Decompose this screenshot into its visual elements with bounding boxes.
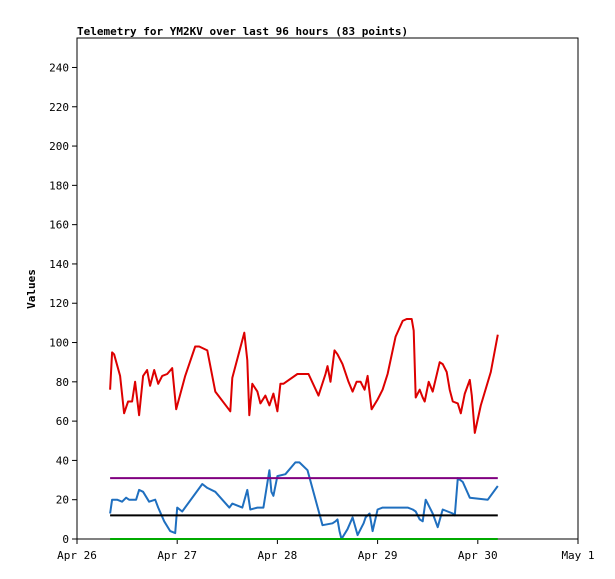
x-tick-label: Apr 29 bbox=[358, 549, 398, 562]
y-tick-label: 20 bbox=[56, 494, 69, 507]
series-line-1 bbox=[109, 318, 499, 434]
y-tick-label: 120 bbox=[49, 297, 69, 310]
x-tick-label: Apr 27 bbox=[157, 549, 197, 562]
y-tick-label: 160 bbox=[49, 219, 69, 232]
y-tick-label: 220 bbox=[49, 101, 69, 114]
y-tick-label: 100 bbox=[49, 337, 69, 350]
x-tick-label: Apr 30 bbox=[458, 549, 498, 562]
x-tick-label: May 1 bbox=[561, 549, 594, 562]
series-layer bbox=[109, 318, 499, 540]
chart-title: Telemetry for YM2KV over last 96 hours (… bbox=[77, 25, 408, 38]
y-tick-label: 60 bbox=[56, 415, 69, 428]
y-tick-label: 40 bbox=[56, 454, 69, 467]
y-tick-label: 80 bbox=[56, 376, 69, 389]
y-axis: 0 20 40 60 80 100 120 140 160 180 200 220 240 bbox=[49, 61, 77, 546]
x-axis: Apr 26 Apr 27 Apr 28 Apr 29 Apr 30 May 1 bbox=[57, 539, 595, 562]
y-axis-label: Values bbox=[25, 269, 38, 309]
x-tick-label: Apr 26 bbox=[57, 549, 97, 562]
plot-area bbox=[76, 37, 579, 540]
y-tick-label: 180 bbox=[49, 179, 69, 192]
y-tick-label: 200 bbox=[49, 140, 69, 153]
y-tick-label: 140 bbox=[49, 258, 69, 271]
y-tick-label: 240 bbox=[49, 61, 69, 74]
y-tick-label: 0 bbox=[62, 533, 69, 546]
x-tick-label: Apr 28 bbox=[258, 549, 298, 562]
series-line-2 bbox=[109, 461, 499, 540]
